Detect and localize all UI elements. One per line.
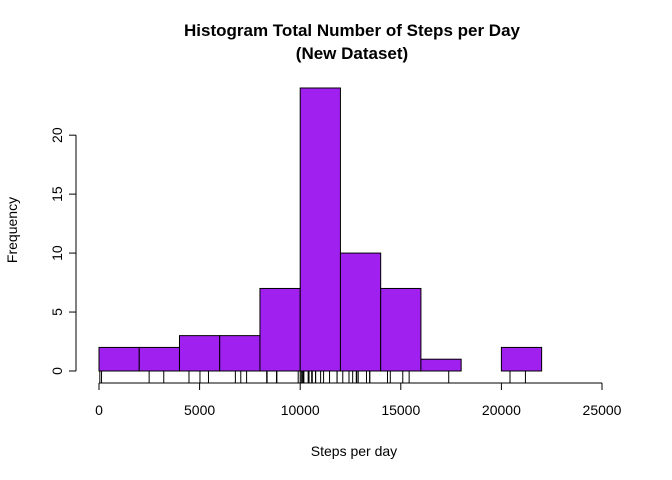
- y-axis: 0 5 10 15 20: [49, 127, 77, 375]
- y-tick-label: 10: [49, 245, 65, 261]
- x-axis-label: Steps per day: [311, 443, 397, 459]
- y-tick-label: 20: [49, 127, 65, 143]
- histogram-bar-0: [98, 346, 140, 372]
- x-tick-label: 20000: [482, 402, 521, 418]
- y-tick-label: 0: [49, 367, 65, 375]
- x-axis: 0 5000 10000 15000 20000 25000: [95, 382, 622, 418]
- histogram-bar-8: [420, 358, 462, 372]
- bars-group: [98, 87, 543, 372]
- histogram-bar-2: [178, 335, 221, 372]
- histogram-bar-4: [259, 287, 301, 372]
- x-tick-label: 0: [95, 402, 103, 418]
- rug-group: [99, 371, 526, 383]
- x-tick-label: 25000: [583, 402, 622, 418]
- chart-title: Histogram Total Number of Steps per Day: [184, 21, 521, 40]
- x-tick-label: 15000: [381, 402, 420, 418]
- x-tick-label: 5000: [184, 402, 215, 418]
- y-axis-label: Frequency: [4, 197, 20, 263]
- y-tick-label: 5: [49, 308, 65, 316]
- histogram-bar-6: [339, 252, 382, 372]
- chart-subtitle: (New Dataset): [296, 44, 408, 63]
- histogram-bar-3: [219, 335, 261, 372]
- histogram-bar-5: [299, 87, 341, 372]
- x-tick-label: 10000: [281, 402, 320, 418]
- y-tick-label: 15: [49, 186, 65, 202]
- histogram-bar-1: [138, 346, 180, 372]
- histogram-bar-10: [500, 346, 543, 372]
- histogram-bar-7: [380, 287, 422, 372]
